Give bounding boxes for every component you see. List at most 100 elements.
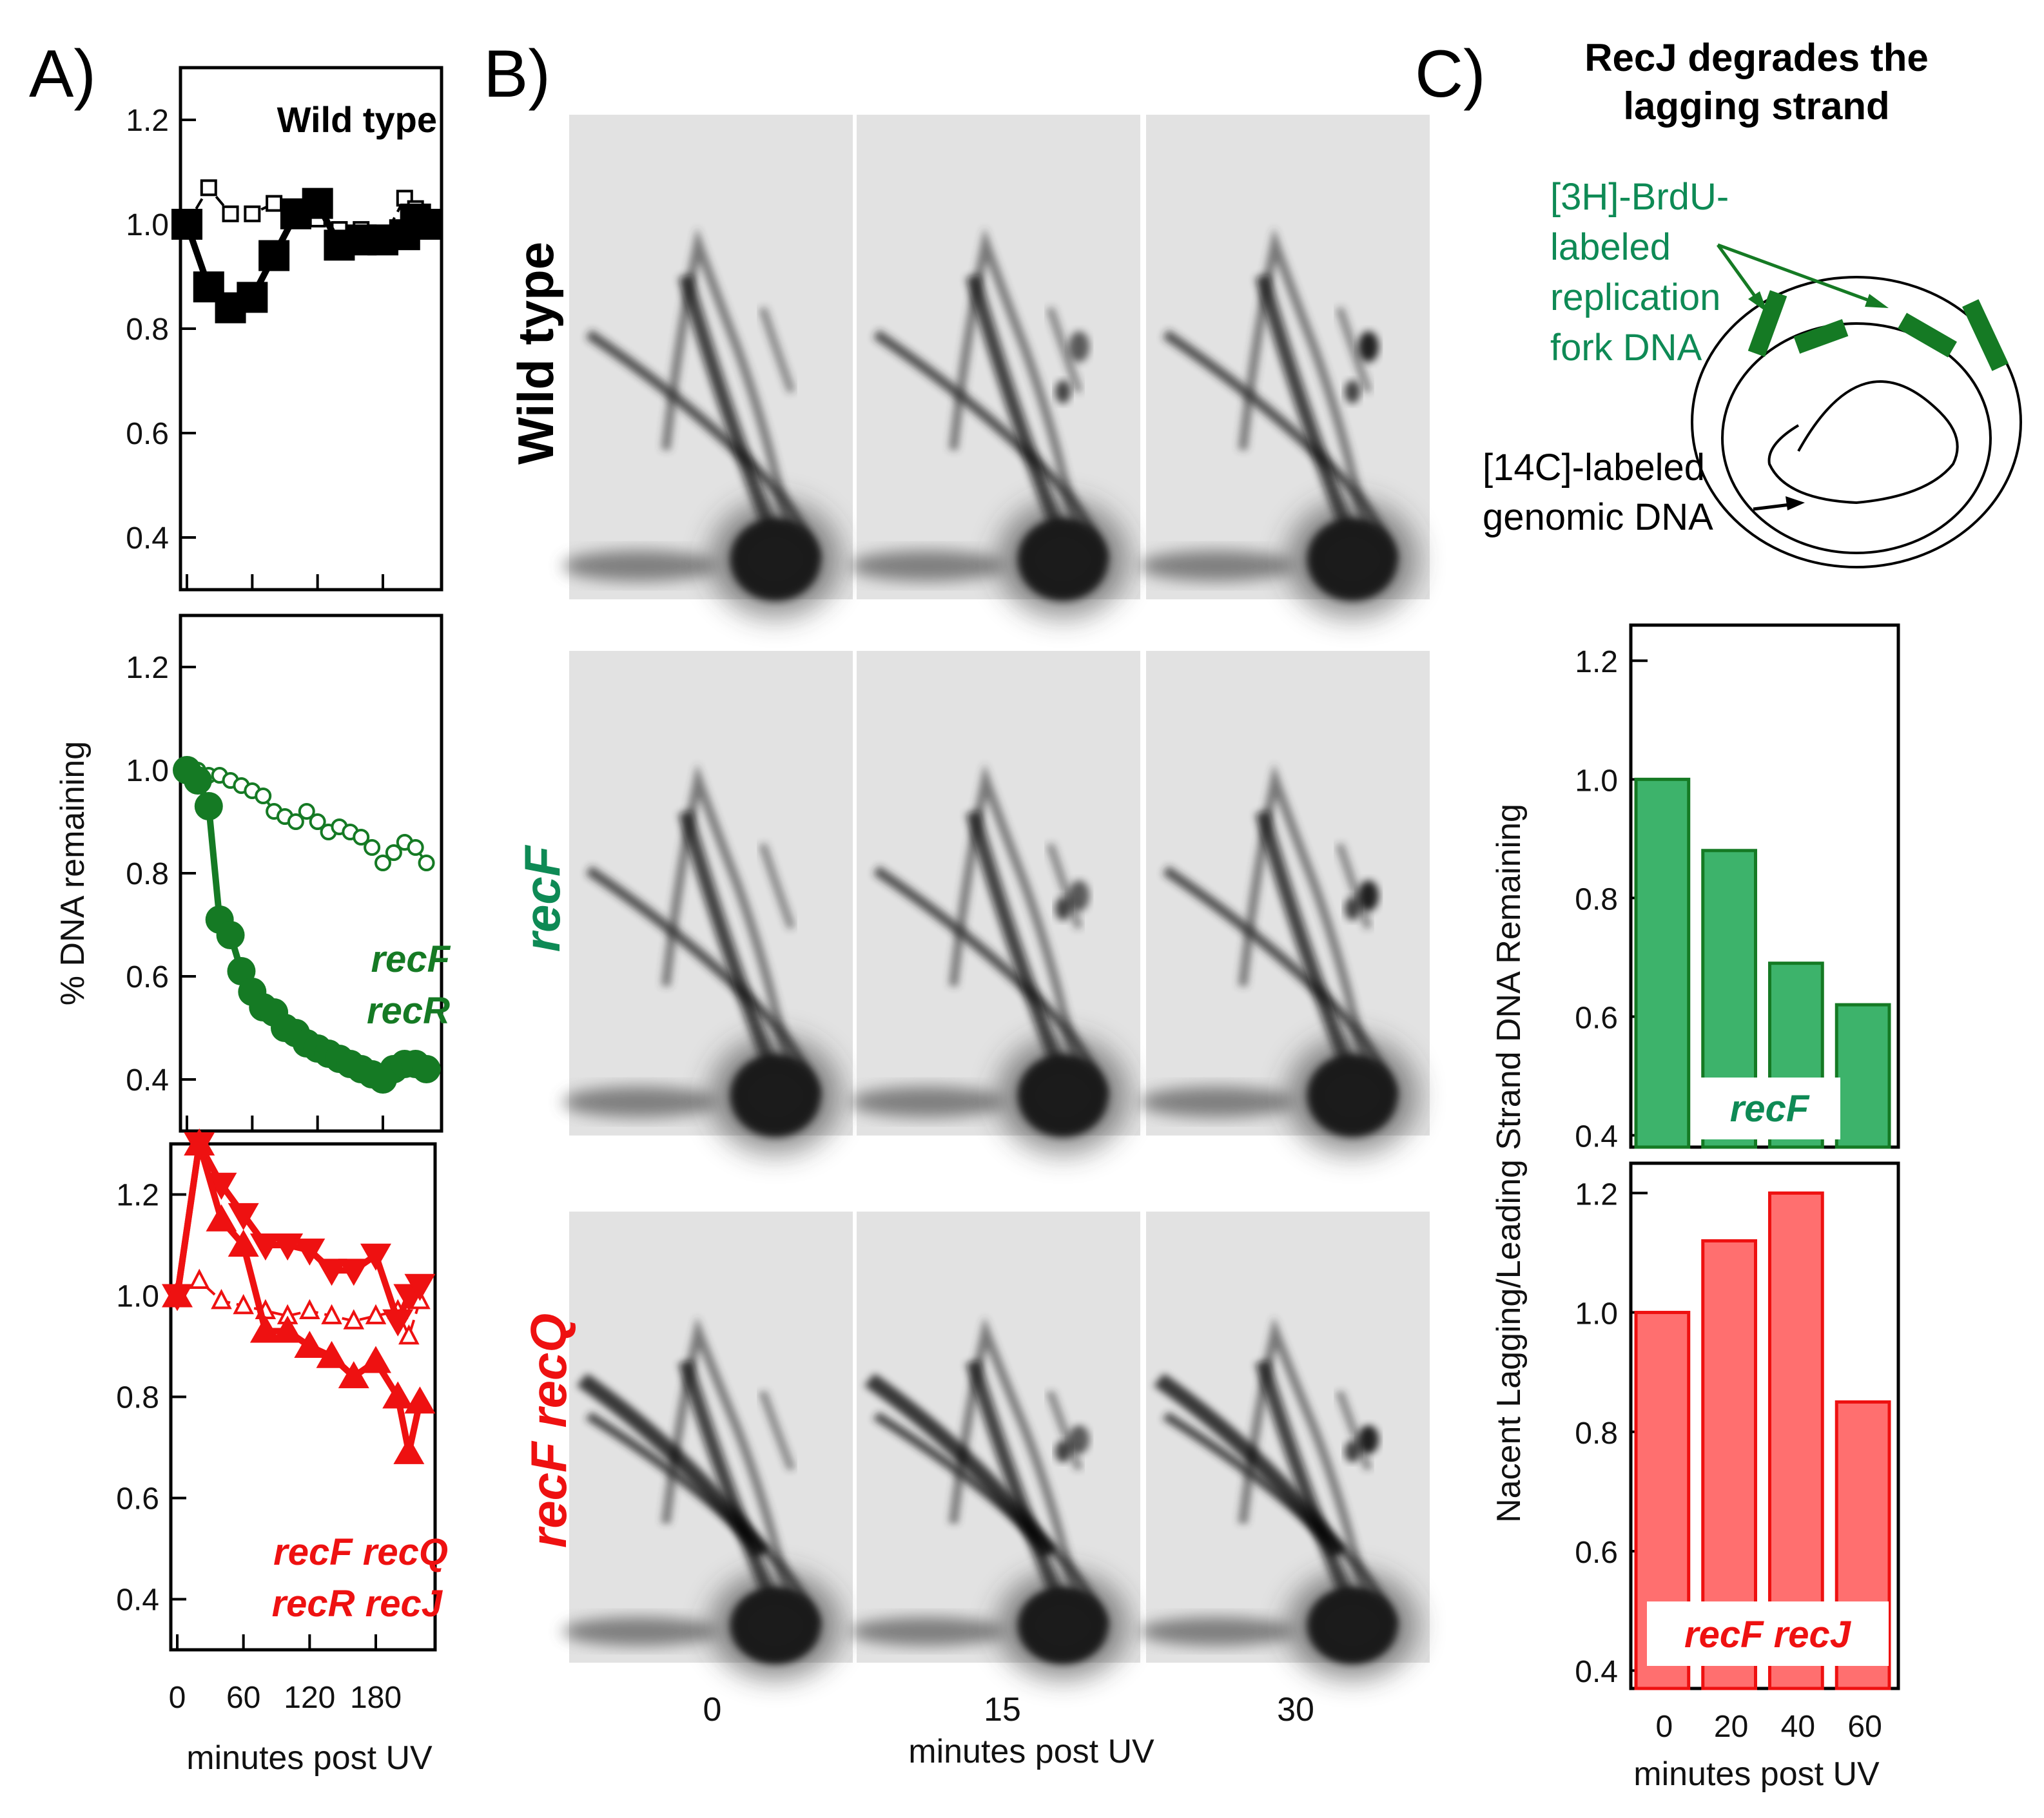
- x-tick-label: 0: [169, 1681, 186, 1715]
- y-tick-label: 1.0: [116, 1280, 159, 1314]
- y-tick-label: 0.8: [1575, 1417, 1618, 1451]
- panel-a-ylabel: % DNA remaining: [54, 741, 92, 1005]
- blot-signal: [850, 1331, 1127, 1679]
- y-tick-label: 0.4: [126, 1063, 169, 1098]
- x-tick-label: 180: [350, 1681, 402, 1715]
- data-point: [272, 1315, 304, 1343]
- blot-signal: [1140, 780, 1417, 1154]
- replication-diagram: [3H]-BrdU- labeled replication fork DNA …: [1483, 176, 2022, 568]
- data-point: [404, 1273, 436, 1301]
- panel-c-title-line2: lagging strand: [1623, 84, 1889, 128]
- data-point: [360, 1243, 391, 1271]
- x-axis-ticks: [186, 1116, 384, 1131]
- middle-genome-circle: [1721, 322, 1992, 554]
- col-label-30: 30: [1277, 1691, 1314, 1728]
- data-point: [183, 766, 212, 795]
- data-point: [266, 195, 283, 212]
- y-axis-ticks: 0.4 0.6 0.8 1.0 1.2: [126, 104, 196, 556]
- y-tick-label: 1.0: [126, 208, 169, 242]
- data-point: [360, 1346, 391, 1373]
- panel-a-x-tick-labels: 0 60 120 180: [169, 1681, 402, 1715]
- data-point: [302, 188, 333, 219]
- blot-image: [1140, 1212, 1430, 1679]
- blot-signal: [1140, 244, 1417, 617]
- row-label-wildtype: Wild type: [507, 242, 564, 465]
- data-point: [222, 205, 239, 222]
- series-label-recF: recF: [371, 938, 451, 980]
- data-point: [233, 1293, 254, 1315]
- blot-spot: [1055, 1440, 1071, 1463]
- row-label-recF: recF: [514, 844, 570, 952]
- blot-signal: [850, 780, 1127, 1154]
- blot-image: [850, 1212, 1140, 1679]
- arrow-head: [1786, 496, 1805, 510]
- data-point: [316, 1259, 347, 1286]
- data-point: [316, 1340, 347, 1368]
- data-point: [194, 792, 223, 820]
- data-point: [184, 1128, 215, 1156]
- axes-frame: [179, 66, 443, 592]
- blot-spot: [1345, 380, 1360, 403]
- data-point: [321, 1304, 342, 1324]
- bar: [1835, 1003, 1891, 1149]
- inner-genome-circle: [1767, 380, 1959, 505]
- panel-a-recF-recR: 0.4 0.6 0.8 1.0 1.2 recF recR: [126, 614, 451, 1133]
- y-tick-label: 0.4: [116, 1583, 159, 1618]
- blot-image: [850, 651, 1140, 1154]
- data-point: [385, 844, 402, 861]
- blot-image: [1140, 115, 1430, 617]
- y-tick-label: 0.8: [126, 857, 169, 891]
- data-point: [206, 1204, 237, 1232]
- bar-chart-label-recFrecJ: recF recJ: [1684, 1614, 1852, 1656]
- panel-c-recFrecJ-bars: 0.4 0.6 0.8 1.0 1.2 recF recJ 0 20 40 60: [1575, 1161, 1900, 1744]
- plot-area: [171, 179, 442, 324]
- panel-b-blot-grid: [563, 115, 1430, 1679]
- panel-a-xlabel: minutes post UV: [186, 1739, 433, 1777]
- blot-signal: [1140, 1331, 1417, 1679]
- series-label-recFrecQ: recF recQ: [273, 1531, 448, 1573]
- x-axis-tick-labels: 0 20 40 60: [1656, 1710, 1882, 1744]
- data-point: [287, 813, 304, 830]
- data-point: [353, 829, 370, 846]
- blot-spot: [1069, 880, 1089, 911]
- series-line: [174, 1141, 423, 1456]
- bar: [1634, 777, 1691, 1149]
- blot-arc: [577, 1373, 770, 1558]
- blot-image: [1140, 651, 1430, 1154]
- label-fork-dna: fork DNA: [1550, 327, 1702, 369]
- blot-spot: [1055, 897, 1071, 920]
- data-point: [418, 855, 435, 871]
- data-point: [249, 1233, 281, 1261]
- y-tick-label: 0.6: [126, 417, 169, 451]
- label-14c: [14C]-labeled: [1483, 447, 1705, 488]
- bar-chart-label-recF: recF: [1730, 1088, 1810, 1130]
- data-point: [294, 1331, 326, 1358]
- data-point: [298, 803, 315, 820]
- data-point: [249, 1315, 281, 1343]
- y-tick-label: 0.8: [126, 313, 169, 347]
- data-point: [375, 855, 391, 871]
- plot-area: [162, 1128, 436, 1464]
- blot-spot: [1069, 331, 1089, 362]
- row-label-recFrecQ: recF recQ: [520, 1313, 577, 1548]
- axes-frame: [1629, 1161, 1900, 1690]
- data-point: [411, 209, 442, 240]
- label-box: [1647, 1601, 1889, 1666]
- blot-signal: [563, 1331, 840, 1679]
- y-tick-label: 0.6: [126, 960, 169, 994]
- data-point: [404, 1386, 436, 1414]
- blot-image: [563, 115, 853, 617]
- y-axis-ticks: 0.4 0.6 0.8 1.0 1.2: [116, 1179, 186, 1618]
- arrow-head: [1865, 294, 1889, 308]
- panel-c-xlabel: minutes post UV: [1633, 1755, 1880, 1793]
- y-axis-ticks: 0.4 0.6 0.8 1.0 1.2: [126, 651, 196, 1098]
- y-tick-label: 1.0: [126, 754, 169, 788]
- y-tick-label: 1.2: [126, 651, 169, 685]
- data-point: [398, 1324, 420, 1345]
- x-tick-label: 40: [1781, 1710, 1815, 1744]
- data-point: [211, 1289, 232, 1310]
- y-tick-label: 1.2: [1575, 645, 1618, 679]
- blot-spot: [1358, 880, 1379, 911]
- y-tick-label: 1.0: [1575, 1297, 1618, 1331]
- fork-fragment: [1898, 313, 1957, 358]
